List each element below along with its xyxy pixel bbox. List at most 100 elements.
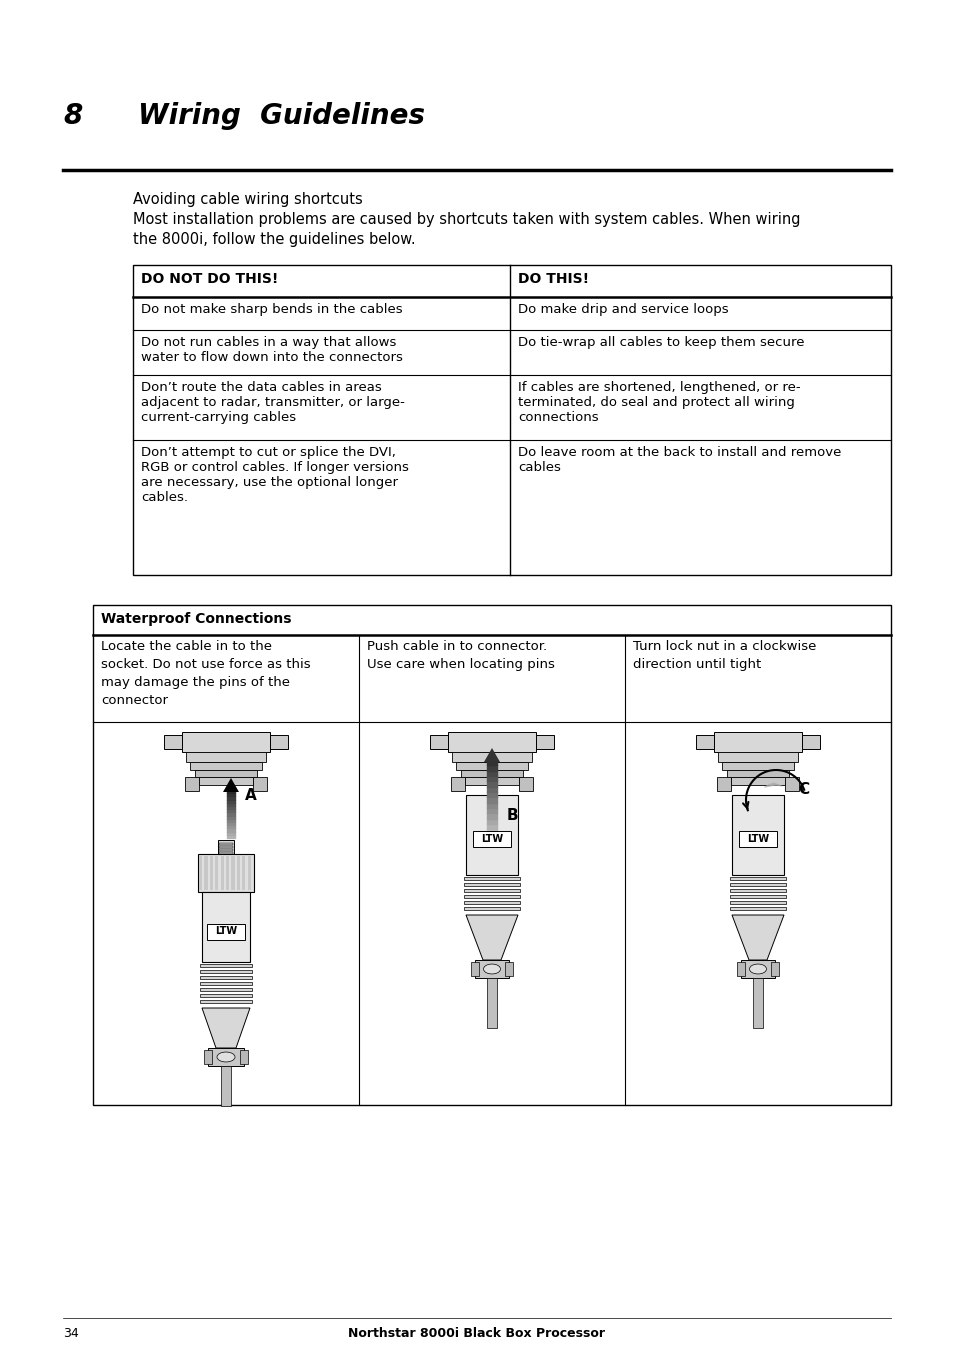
Text: Don’t route the data cables in areas
adjacent to radar, transmitter, or large-
c: Don’t route the data cables in areas adj… [141, 381, 404, 424]
Bar [463, 895, 519, 898]
Bar [215, 856, 218, 890]
Text: If cables are shortened, lengthened, or re-
terminated, do seal and protect all : If cables are shortened, lengthened, or … [517, 381, 800, 424]
Text: LTW: LTW [480, 834, 502, 844]
Bar [202, 892, 250, 963]
Bar [199, 856, 202, 890]
Bar [219, 842, 233, 845]
Text: LTW: LTW [214, 926, 236, 937]
Bar [696, 734, 713, 749]
Bar [182, 732, 270, 752]
Bar [729, 890, 785, 891]
Bar [729, 883, 785, 886]
Bar [452, 752, 532, 761]
Bar [784, 778, 799, 791]
Bar [729, 895, 785, 898]
Bar [164, 734, 182, 749]
Bar [730, 778, 784, 784]
Bar [221, 1066, 231, 1106]
Bar [194, 769, 256, 778]
Bar [200, 976, 252, 979]
Polygon shape [731, 915, 783, 960]
Text: Waterproof Connections: Waterproof Connections [101, 612, 292, 626]
Ellipse shape [216, 1052, 234, 1062]
Bar [219, 846, 233, 848]
Bar [219, 852, 233, 853]
Bar [726, 769, 788, 778]
Text: 34: 34 [63, 1327, 79, 1341]
Text: A: A [245, 787, 256, 802]
Bar [448, 732, 536, 752]
Text: LTW: LTW [746, 834, 768, 844]
Bar [737, 963, 744, 976]
Bar [536, 734, 554, 749]
Bar [486, 977, 497, 1027]
Bar [218, 840, 233, 855]
Text: 8: 8 [63, 103, 82, 130]
Text: B: B [506, 807, 518, 822]
Text: C: C [797, 783, 808, 798]
Bar [248, 856, 251, 890]
Bar [232, 856, 234, 890]
Bar [463, 890, 519, 891]
Polygon shape [223, 778, 239, 792]
Bar [464, 778, 518, 784]
Bar [242, 856, 245, 890]
Bar [471, 963, 478, 976]
Bar [220, 856, 224, 890]
Bar [270, 734, 288, 749]
Bar [801, 734, 820, 749]
Bar [460, 769, 522, 778]
Bar [473, 832, 511, 846]
Bar [430, 734, 448, 749]
Bar [463, 907, 519, 910]
Bar [504, 963, 513, 976]
Bar [718, 752, 797, 761]
Bar [729, 907, 785, 910]
Bar [721, 761, 793, 770]
Text: Avoiding cable wiring shortcuts: Avoiding cable wiring shortcuts [132, 192, 362, 207]
Bar [204, 856, 208, 890]
Polygon shape [465, 915, 517, 960]
Bar [240, 1050, 248, 1064]
Bar [207, 923, 245, 940]
Bar [200, 981, 252, 984]
Text: Do make drip and service loops: Do make drip and service loops [517, 302, 728, 316]
Ellipse shape [749, 964, 765, 973]
Bar [456, 761, 527, 770]
Bar [200, 988, 252, 991]
Text: Do tie-wrap all cables to keep them secure: Do tie-wrap all cables to keep them secu… [517, 336, 803, 350]
Bar [190, 761, 262, 770]
Text: DO THIS!: DO THIS! [517, 271, 589, 286]
Bar [731, 795, 783, 875]
Bar [770, 963, 779, 976]
Text: Don’t attempt to cut or splice the DVI,
RGB or control cables. If longer version: Don’t attempt to cut or splice the DVI, … [141, 446, 409, 504]
Bar [132, 265, 890, 575]
Polygon shape [483, 748, 499, 761]
Bar [253, 778, 267, 791]
Text: Do not make sharp bends in the cables: Do not make sharp bends in the cables [141, 302, 402, 316]
Bar [185, 778, 199, 791]
Bar [739, 832, 776, 846]
Bar [463, 883, 519, 886]
Bar [451, 778, 464, 791]
Bar [208, 1048, 244, 1067]
Ellipse shape [483, 964, 500, 973]
Bar [518, 778, 533, 791]
Bar [92, 605, 890, 1106]
Text: Wiring  Guidelines: Wiring Guidelines [138, 103, 424, 130]
Bar [717, 778, 730, 791]
Text: DO NOT DO THIS!: DO NOT DO THIS! [141, 271, 278, 286]
Bar [219, 849, 233, 850]
Bar [740, 960, 774, 977]
Bar [198, 855, 253, 892]
Text: Turn lock nut in a clockwise
direction until tight: Turn lock nut in a clockwise direction u… [633, 640, 816, 671]
Bar [729, 900, 785, 903]
Bar [752, 977, 762, 1027]
Bar [199, 778, 253, 784]
Bar [200, 971, 252, 972]
Bar [204, 1050, 212, 1064]
Bar [713, 732, 801, 752]
Text: Most installation problems are caused by shortcuts taken with system cables. Whe: Most installation problems are caused by… [132, 212, 800, 247]
Text: Locate the cable in to the
socket. Do not use force as this
may damage the pins : Locate the cable in to the socket. Do no… [101, 640, 311, 707]
Bar [200, 1000, 252, 1003]
